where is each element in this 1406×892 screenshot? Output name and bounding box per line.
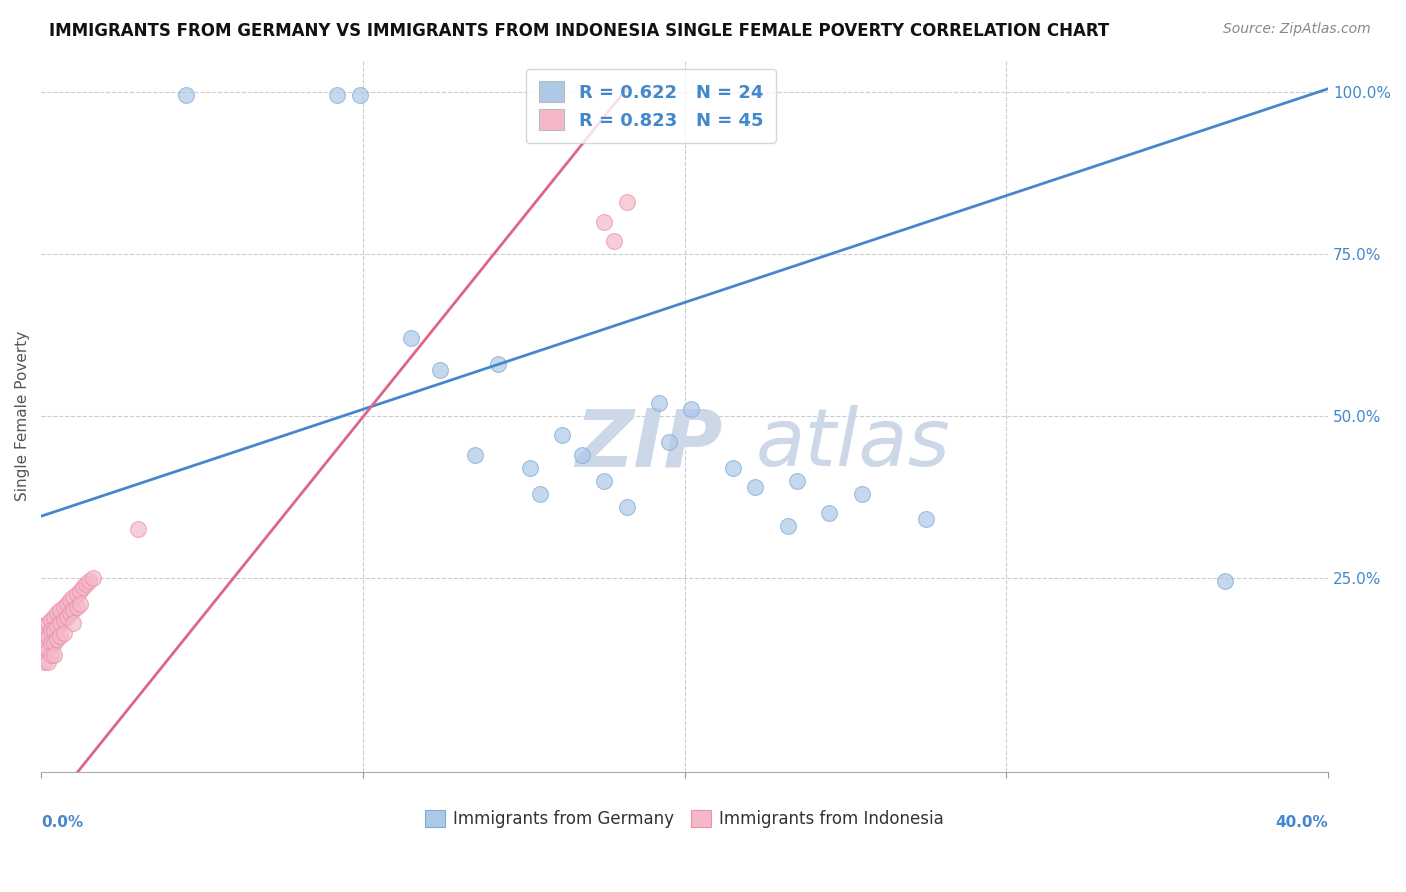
Point <box>37 642 59 657</box>
Point <box>72 581 94 595</box>
Text: 0.0%: 0.0% <box>41 814 83 830</box>
Point <box>52 599 75 614</box>
Point <box>851 486 873 500</box>
Point <box>529 486 551 500</box>
Point <box>551 428 574 442</box>
Point <box>34 642 56 657</box>
Point <box>349 88 371 103</box>
Point <box>915 512 938 526</box>
Point <box>69 583 91 598</box>
Point <box>49 603 72 617</box>
Text: ZIP: ZIP <box>575 405 723 483</box>
Point <box>59 607 82 621</box>
Y-axis label: Single Female Poverty: Single Female Poverty <box>15 331 30 501</box>
Point <box>648 396 671 410</box>
Text: IMMIGRANTS FROM GERMANY VS IMMIGRANTS FROM INDONESIA SINGLE FEMALE POVERTY CORRE: IMMIGRANTS FROM GERMANY VS IMMIGRANTS FR… <box>49 22 1109 40</box>
Point <box>464 448 486 462</box>
Point <box>49 629 72 643</box>
Point <box>1213 574 1236 588</box>
Point <box>486 357 509 371</box>
Point <box>46 619 69 633</box>
Point <box>46 632 69 647</box>
Point <box>65 587 87 601</box>
Text: atlas: atlas <box>755 405 950 483</box>
Point <box>326 88 349 103</box>
Text: Source: ZipAtlas.com: Source: ZipAtlas.com <box>1223 22 1371 37</box>
Point <box>59 593 82 607</box>
Point <box>39 635 62 649</box>
Point <box>721 460 744 475</box>
Point <box>65 599 87 614</box>
Point <box>174 88 197 103</box>
Point <box>127 522 149 536</box>
Point <box>62 590 84 604</box>
Point <box>37 616 59 631</box>
Point <box>42 648 65 663</box>
Point <box>519 460 541 475</box>
Point <box>62 603 84 617</box>
Legend: Immigrants from Germany, Immigrants from Indonesia: Immigrants from Germany, Immigrants from… <box>419 804 950 835</box>
Point <box>34 629 56 643</box>
Point <box>46 607 69 621</box>
Point <box>82 571 104 585</box>
Text: 40.0%: 40.0% <box>1275 814 1329 830</box>
Point <box>52 613 75 627</box>
Point <box>52 625 75 640</box>
Point <box>37 629 59 643</box>
Point <box>42 609 65 624</box>
Point <box>62 616 84 631</box>
Point <box>593 214 616 228</box>
Point <box>56 597 79 611</box>
Point <box>39 613 62 627</box>
Point <box>776 519 799 533</box>
Point <box>42 635 65 649</box>
Point <box>571 448 593 462</box>
Point <box>42 623 65 637</box>
Point <box>744 480 766 494</box>
Point <box>56 609 79 624</box>
Point <box>75 577 97 591</box>
Point <box>616 195 638 210</box>
Point <box>657 434 679 449</box>
Point <box>818 506 841 520</box>
Point <box>603 234 626 248</box>
Point <box>39 623 62 637</box>
Point <box>681 402 703 417</box>
Point <box>34 655 56 669</box>
Point <box>786 474 808 488</box>
Point <box>49 616 72 631</box>
Point <box>79 574 101 588</box>
Point <box>30 632 52 647</box>
Point <box>69 597 91 611</box>
Point <box>593 474 616 488</box>
Point <box>37 655 59 669</box>
Point <box>616 500 638 514</box>
Point <box>39 648 62 663</box>
Point <box>429 363 451 377</box>
Point <box>30 619 52 633</box>
Point <box>399 331 422 345</box>
